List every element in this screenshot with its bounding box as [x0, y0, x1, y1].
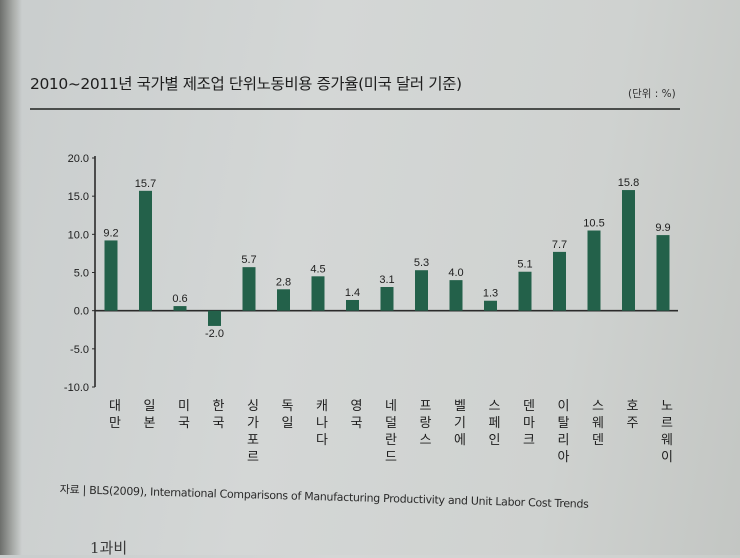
value-label: 10.5 [583, 218, 604, 230]
bar [173, 306, 187, 311]
value-label: 15.8 [618, 177, 639, 189]
bar [622, 190, 635, 311]
value-label: 15.7 [135, 178, 156, 190]
y-tick-label: 5.0 [74, 268, 89, 280]
y-tick-label: 0.0 [74, 306, 89, 318]
value-label-group: 9.2 15.7 0.6 -2.0 5.7 2.8 4.5 1.4 3.1 5.3 4.0 1.3 5.… [103, 177, 670, 340]
bar [208, 310, 221, 326]
bar [484, 300, 497, 311]
bar [415, 270, 428, 311]
bar [311, 276, 325, 311]
value-label: 4.0 [448, 267, 463, 279]
y-tick-group: 20.0 15.0 10.0 5.0 0.0 -5.0 -10.0 [64, 153, 95, 394]
value-label: 4.5 [310, 263, 325, 275]
value-label: 9.2 [103, 227, 118, 239]
bar [104, 240, 118, 311]
value-label: 7.7 [552, 239, 567, 251]
unit-label: (단위 : %) [628, 88, 676, 100]
value-label: 5.1 [517, 259, 532, 271]
bar [518, 271, 532, 311]
bar [449, 280, 463, 311]
value-label: 2.8 [276, 276, 291, 288]
bar [139, 190, 152, 311]
value-label: 5.3 [414, 257, 429, 269]
y-tick-label: -10.0 [64, 382, 89, 394]
bar [346, 299, 359, 311]
title-divider [30, 108, 680, 110]
bar [587, 230, 601, 311]
bar [277, 289, 290, 311]
book-spine-shadow [0, 0, 22, 555]
bar [553, 251, 566, 311]
y-tick-label: -5.0 [70, 344, 89, 356]
cut-off-text: 1과비 [90, 539, 128, 557]
y-tick-label: 15.0 [68, 191, 89, 203]
value-label: 9.9 [655, 222, 670, 234]
bar [242, 267, 256, 311]
x-label-group: 대 만 일 본 미 국 한 국 싱 가 포 르 독 일 캐 나 다 영 국 네 덜 란 드 프 랑 스 벨 기 에 스 페 인 덴 마 크 이 탈 리 아 스… [109, 399, 673, 465]
chart-title: 2010~2011년 국가별 제조업 단위노동비용 증가율(미국 달러 기준) [30, 75, 462, 93]
value-label: 1.3 [483, 288, 498, 300]
bar [380, 287, 394, 311]
value-label: 0.6 [172, 293, 187, 305]
value-label: 3.1 [379, 274, 394, 286]
y-tick-label: 10.0 [68, 229, 89, 241]
value-label: -2.0 [205, 328, 224, 340]
bar-group [104, 190, 670, 326]
bar [656, 235, 670, 311]
value-label: 5.7 [241, 254, 256, 266]
value-label: 1.4 [345, 287, 360, 299]
y-tick-label: 20.0 [68, 153, 89, 165]
